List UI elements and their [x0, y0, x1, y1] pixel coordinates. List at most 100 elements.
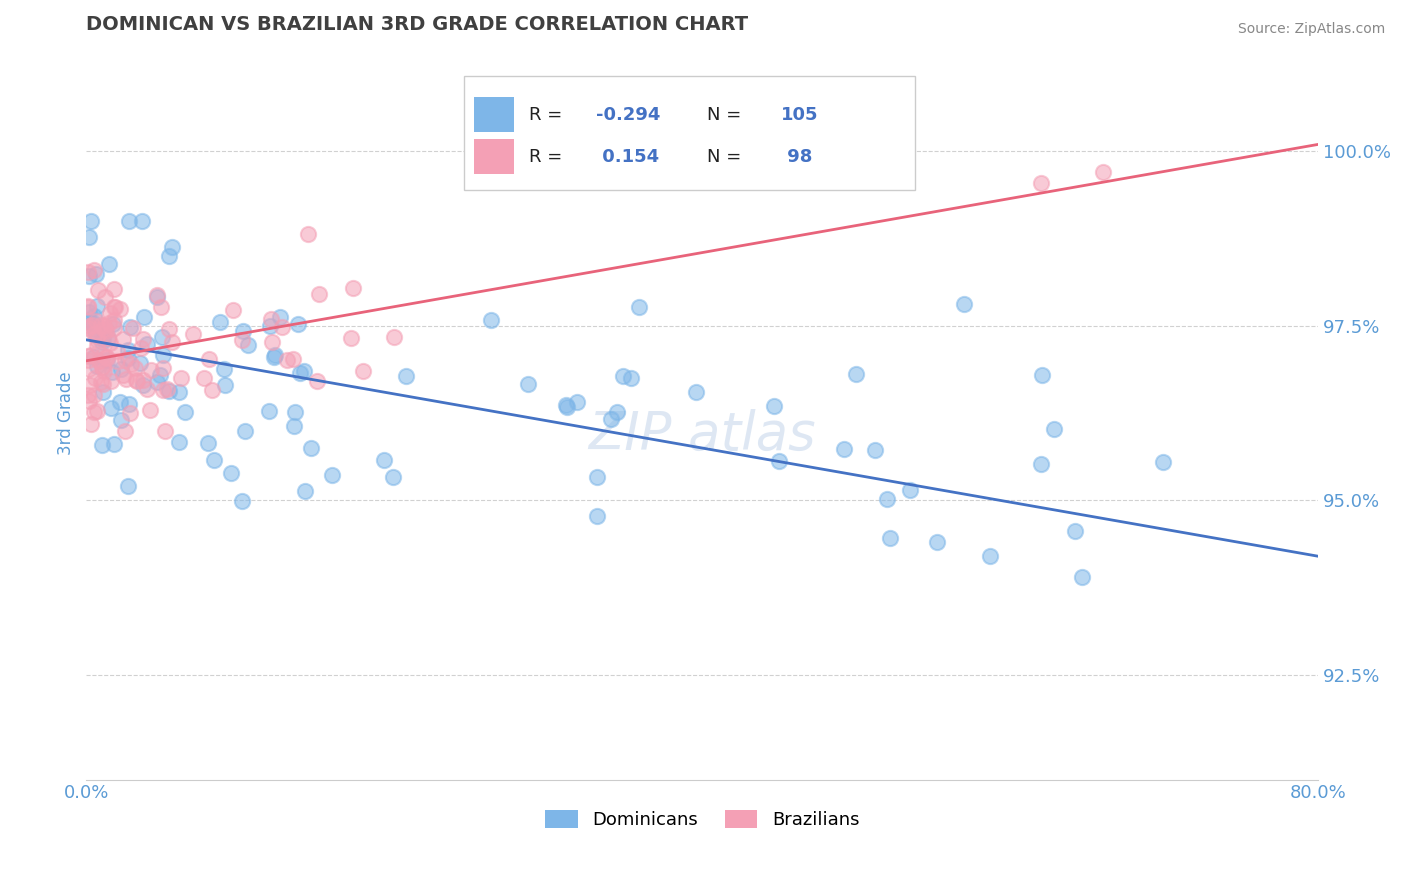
Point: [193, 370, 215, 384]
Point: [132, 373, 155, 387]
Point: [208, 315, 231, 329]
Point: [83, 263, 105, 277]
Point: [124, 361, 146, 376]
Point: [174, 405, 197, 419]
Point: [834, 442, 856, 457]
Point: [105, 354, 128, 368]
Point: [128, 356, 150, 370]
Point: [373, 453, 395, 467]
Point: [83, 388, 105, 402]
Point: [292, 364, 315, 378]
Point: [110, 413, 132, 427]
Point: [93, 363, 115, 377]
Point: [132, 377, 155, 392]
Point: [395, 368, 418, 383]
Point: [149, 368, 172, 383]
Point: [1029, 457, 1052, 471]
Point: [1042, 422, 1064, 436]
Point: [146, 375, 169, 389]
Y-axis label: 3rd Grade: 3rd Grade: [58, 371, 75, 455]
Point: [86, 299, 108, 313]
Point: [91, 438, 114, 452]
Point: [620, 371, 643, 385]
Point: [263, 348, 285, 362]
Point: [1071, 570, 1094, 584]
Point: [98, 336, 121, 351]
Text: N =: N =: [707, 147, 747, 166]
Point: [118, 319, 141, 334]
Point: [84, 370, 107, 384]
Point: [76, 349, 98, 363]
Point: [93, 319, 115, 334]
Point: [103, 321, 125, 335]
Point: [900, 483, 922, 497]
Point: [879, 531, 901, 545]
Point: [150, 300, 173, 314]
Point: [308, 286, 330, 301]
Point: [84, 267, 107, 281]
Point: [197, 436, 219, 450]
Point: [198, 351, 221, 366]
Point: [1029, 176, 1052, 190]
Point: [83, 404, 105, 418]
Point: [110, 361, 132, 376]
Point: [91, 348, 114, 362]
Point: [232, 324, 254, 338]
Point: [110, 301, 132, 316]
Point: [117, 343, 139, 357]
Point: [76, 321, 98, 335]
Point: [76, 388, 98, 402]
Text: R =: R =: [529, 147, 568, 166]
Point: [82, 316, 104, 330]
Point: [97, 330, 120, 344]
Point: [86, 284, 108, 298]
Point: [112, 368, 135, 382]
Point: [340, 331, 363, 345]
Point: [90, 318, 112, 332]
Point: [96, 351, 118, 365]
Point: [91, 335, 114, 350]
Point: [150, 330, 173, 344]
Point: [1064, 524, 1087, 538]
Point: [276, 353, 298, 368]
Point: [222, 303, 245, 318]
Point: [876, 491, 898, 506]
Point: [139, 402, 162, 417]
Text: DOMINICAN VS BRAZILIAN 3RD GRADE CORRELATION CHART: DOMINICAN VS BRAZILIAN 3RD GRADE CORRELA…: [86, 15, 748, 34]
Point: [90, 375, 112, 389]
Point: [382, 470, 405, 484]
Point: [111, 332, 134, 346]
Point: [86, 359, 108, 373]
Point: [382, 330, 405, 344]
Point: [125, 373, 148, 387]
Point: [153, 424, 176, 438]
Point: [606, 405, 628, 419]
Point: [103, 282, 125, 296]
Point: [1031, 368, 1053, 383]
Point: [100, 401, 122, 416]
Point: [565, 395, 588, 409]
Point: [103, 313, 125, 327]
FancyBboxPatch shape: [474, 139, 513, 174]
Point: [122, 321, 145, 335]
Point: [77, 299, 100, 313]
Point: [91, 384, 114, 399]
Point: [294, 483, 316, 498]
Point: [79, 361, 101, 376]
Point: [93, 322, 115, 336]
Point: [127, 374, 149, 388]
Point: [231, 494, 253, 508]
Point: [299, 442, 322, 456]
Point: [152, 383, 174, 397]
Point: [845, 367, 868, 381]
Point: [554, 398, 576, 412]
Point: [479, 312, 502, 326]
Point: [170, 371, 193, 385]
Point: [214, 378, 236, 392]
Point: [307, 374, 329, 388]
Point: [80, 318, 103, 333]
Point: [157, 384, 180, 399]
Point: [927, 535, 949, 549]
Point: [103, 436, 125, 450]
Point: [107, 343, 129, 358]
